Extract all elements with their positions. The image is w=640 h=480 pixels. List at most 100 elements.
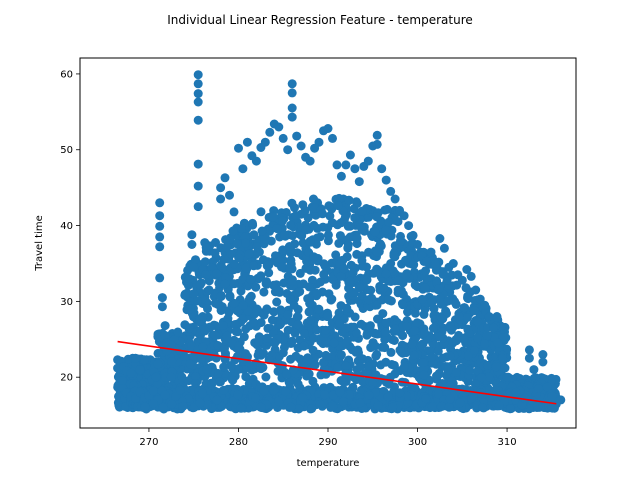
scatter-point — [184, 324, 194, 334]
scatter-point — [323, 236, 333, 246]
scatter-point — [276, 305, 286, 315]
scatter-point — [354, 177, 364, 187]
scatter-point — [390, 194, 400, 204]
scatter-point — [435, 234, 445, 243]
scatter-point — [201, 243, 211, 253]
scatter-point — [471, 285, 481, 295]
scatter-point — [239, 332, 249, 342]
scatter-point — [463, 351, 473, 361]
scatter-point — [233, 306, 243, 316]
scatter-point — [287, 88, 297, 98]
scatter-point — [212, 269, 222, 278]
scatter-point — [322, 352, 332, 361]
scatter-point — [193, 115, 203, 125]
scatter-point — [422, 256, 431, 266]
scatter-point — [294, 404, 304, 413]
scatter-point — [256, 402, 266, 412]
scatter-point — [236, 286, 246, 296]
scatter-point — [466, 393, 476, 403]
scatter-point — [465, 365, 475, 375]
scatter-point — [230, 320, 240, 329]
scatter-point — [386, 231, 396, 241]
scatter-point — [291, 211, 301, 220]
scatter-point — [189, 262, 199, 272]
y-tick-label: 40 — [60, 221, 73, 232]
scatter-point — [484, 372, 494, 382]
scatter-point — [256, 207, 266, 217]
scatter-point — [259, 386, 269, 396]
scatter-point — [203, 304, 212, 314]
scatter-point — [370, 328, 379, 338]
scatter-point — [257, 226, 267, 236]
scatter-point — [421, 266, 431, 276]
scatter-point — [295, 268, 305, 278]
scatter-point — [298, 238, 308, 248]
scatter-point — [229, 207, 239, 217]
scatter-point — [195, 280, 205, 290]
scatter-point — [428, 323, 438, 333]
scatter-point — [351, 328, 361, 338]
scatter-point — [184, 274, 194, 284]
scatter-point — [236, 403, 246, 413]
scatter-point — [455, 398, 465, 408]
scatter-point — [155, 221, 165, 231]
scatter-point — [439, 340, 449, 350]
scatter-point — [309, 220, 319, 230]
scatter-point — [341, 211, 350, 221]
scatter-point — [277, 262, 286, 272]
scatter-point — [372, 212, 382, 222]
scatter-point — [282, 369, 291, 379]
scatter-point — [292, 312, 302, 322]
scatter-point — [305, 236, 315, 246]
scatter-point — [373, 401, 383, 411]
scatter-point — [410, 326, 419, 336]
scatter-point — [123, 354, 133, 364]
scatter-point — [319, 269, 329, 279]
scatter-point — [259, 348, 269, 358]
scatter-point — [220, 173, 230, 183]
scatter-point — [260, 137, 270, 147]
scatter-point — [324, 201, 334, 211]
scatter-point — [216, 194, 226, 204]
scatter-point — [293, 320, 303, 330]
scatter-point — [383, 392, 393, 402]
scatter-point — [251, 156, 261, 166]
scatter-point — [384, 217, 394, 227]
scatter-point — [342, 336, 352, 346]
scatter-point — [241, 349, 250, 359]
scatter-point — [286, 402, 296, 412]
scatter-point — [310, 265, 320, 275]
scatter-point — [345, 221, 355, 231]
scatter-point — [278, 133, 288, 143]
scatter-point — [341, 323, 351, 333]
scatter-point — [151, 372, 161, 382]
scatter-point — [334, 193, 344, 203]
scatter-point — [412, 318, 422, 328]
scatter-point — [193, 97, 203, 107]
scatter-point — [300, 329, 309, 339]
scatter-point — [155, 198, 165, 208]
scatter-point — [254, 337, 263, 347]
scatter-point — [332, 160, 342, 170]
scatter-point — [542, 382, 552, 392]
scatter-point — [287, 277, 297, 287]
scatter-point — [335, 387, 345, 397]
scatter-point — [195, 398, 205, 408]
scatter-point — [336, 171, 346, 181]
scatter-point — [348, 268, 358, 278]
scatter-point — [342, 303, 352, 313]
scatter-point — [198, 342, 208, 352]
scatter-point — [191, 255, 200, 265]
scatter-point — [377, 295, 387, 305]
scatter-point — [259, 287, 269, 297]
scatter-point — [316, 370, 326, 380]
scatter-point — [493, 338, 503, 348]
scatter-point — [351, 347, 361, 357]
scatter-point — [318, 209, 327, 219]
scatter-point — [158, 402, 168, 412]
scatter-point — [307, 404, 317, 413]
scatter-point — [350, 164, 360, 174]
scatter-point — [345, 390, 354, 400]
scatter-point — [160, 321, 170, 331]
scatter-point — [117, 376, 127, 385]
